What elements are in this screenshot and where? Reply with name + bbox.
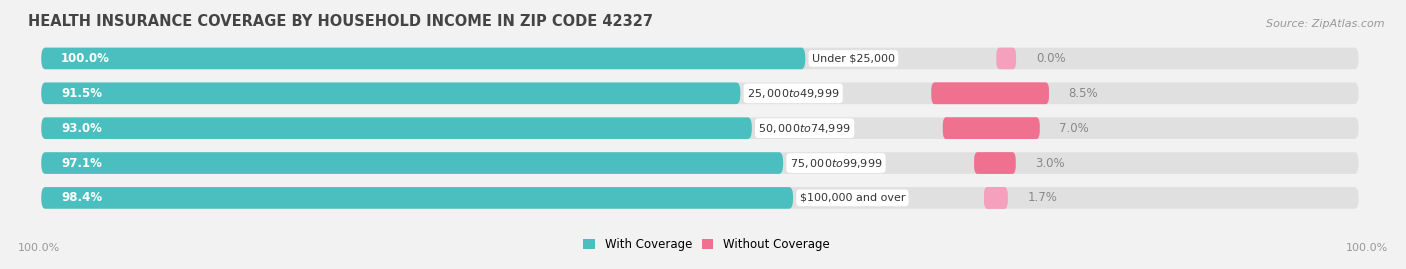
FancyBboxPatch shape [943,117,1039,139]
Text: 1.7%: 1.7% [1028,192,1057,204]
Text: $25,000 to $49,999: $25,000 to $49,999 [747,87,839,100]
FancyBboxPatch shape [931,83,1049,104]
FancyBboxPatch shape [41,48,1358,69]
Text: 100.0%: 100.0% [60,52,110,65]
FancyBboxPatch shape [41,83,1358,104]
FancyBboxPatch shape [997,48,1017,69]
FancyBboxPatch shape [984,187,1008,209]
FancyBboxPatch shape [41,117,1358,139]
Text: Source: ZipAtlas.com: Source: ZipAtlas.com [1267,19,1385,29]
Text: 97.1%: 97.1% [60,157,101,169]
FancyBboxPatch shape [41,187,1358,209]
Text: 100.0%: 100.0% [1346,243,1388,253]
Text: $100,000 and over: $100,000 and over [800,193,905,203]
FancyBboxPatch shape [974,152,1015,174]
FancyBboxPatch shape [41,187,793,209]
Text: 3.0%: 3.0% [1035,157,1064,169]
FancyBboxPatch shape [41,48,806,69]
Text: $50,000 to $74,999: $50,000 to $74,999 [758,122,851,135]
Legend: With Coverage, Without Coverage: With Coverage, Without Coverage [579,234,834,256]
FancyBboxPatch shape [41,152,783,174]
Text: 8.5%: 8.5% [1069,87,1098,100]
Text: 7.0%: 7.0% [1059,122,1090,135]
Text: HEALTH INSURANCE COVERAGE BY HOUSEHOLD INCOME IN ZIP CODE 42327: HEALTH INSURANCE COVERAGE BY HOUSEHOLD I… [28,14,654,29]
FancyBboxPatch shape [974,152,1015,174]
FancyBboxPatch shape [41,152,1358,174]
FancyBboxPatch shape [41,117,752,139]
Text: $75,000 to $99,999: $75,000 to $99,999 [790,157,882,169]
Text: 100.0%: 100.0% [18,243,60,253]
FancyBboxPatch shape [943,117,1039,139]
Text: 98.4%: 98.4% [60,192,103,204]
FancyBboxPatch shape [41,83,741,104]
Text: 91.5%: 91.5% [60,87,103,100]
Text: 0.0%: 0.0% [1036,52,1066,65]
FancyBboxPatch shape [931,83,1049,104]
Text: Under $25,000: Under $25,000 [811,54,894,63]
Text: 93.0%: 93.0% [60,122,101,135]
FancyBboxPatch shape [984,187,1008,209]
